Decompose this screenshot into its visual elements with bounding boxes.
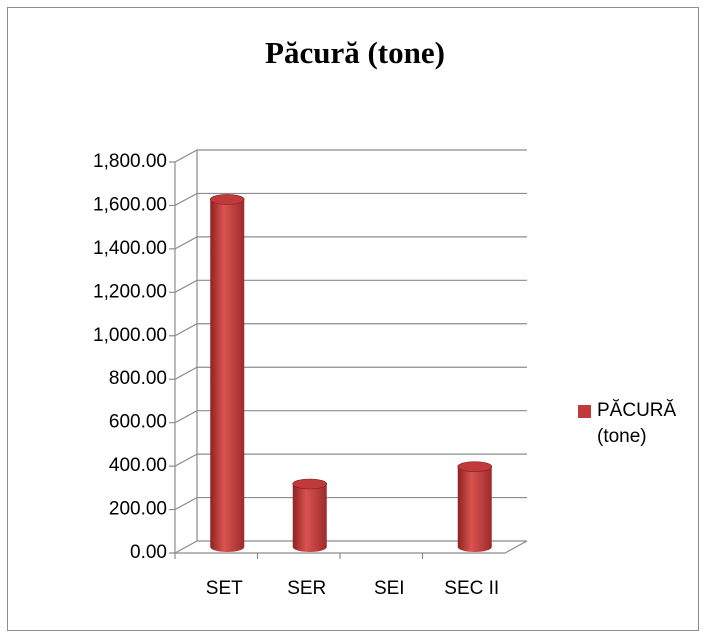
y-tick-label: 1,200.00 <box>93 281 167 302</box>
y-tick-label: 0.00 <box>130 542 167 563</box>
chart-title: Păcură (tone) <box>265 35 445 70</box>
bar <box>292 478 328 552</box>
x-tick-label: SEI <box>374 578 405 599</box>
x-tick-label: SEC II <box>444 578 499 599</box>
y-tick-label: 1,800.00 <box>93 151 167 172</box>
bar-body <box>210 199 245 552</box>
y-tick-label: 800.00 <box>109 368 167 389</box>
grid-line <box>169 279 527 293</box>
y-tick-label: 400.00 <box>109 455 167 476</box>
grid-line <box>169 453 527 467</box>
bar <box>457 461 493 552</box>
grid-line <box>169 366 527 380</box>
y-tick-label: 1,000.00 <box>93 325 167 346</box>
grid-line <box>169 323 527 337</box>
legend: PĂCURĂ (tone) <box>578 398 678 450</box>
bar-top <box>209 194 245 205</box>
grid-line <box>169 149 527 163</box>
grid-line <box>169 540 527 554</box>
y-tick-label: 1,600.00 <box>93 194 167 215</box>
bar <box>209 194 245 552</box>
legend-label: PĂCURĂ (tone) <box>597 400 677 447</box>
y-tick-label: 1,400.00 <box>93 238 167 259</box>
grid-line <box>169 192 527 207</box>
bar-top <box>457 461 493 472</box>
legend-swatch <box>578 405 591 418</box>
bar-top <box>292 478 328 490</box>
x-tick-label: SET <box>206 578 243 599</box>
floor <box>175 540 528 554</box>
grid-line <box>169 496 527 511</box>
x-tick-label: SER <box>287 578 326 599</box>
grid-line <box>169 410 527 424</box>
grid-line <box>169 236 527 250</box>
y-tick-label: 200.00 <box>109 499 167 520</box>
bar-body <box>292 484 327 552</box>
chart-frame <box>7 7 699 631</box>
y-tick-label: 600.00 <box>109 412 167 433</box>
bar-body <box>457 466 492 552</box>
